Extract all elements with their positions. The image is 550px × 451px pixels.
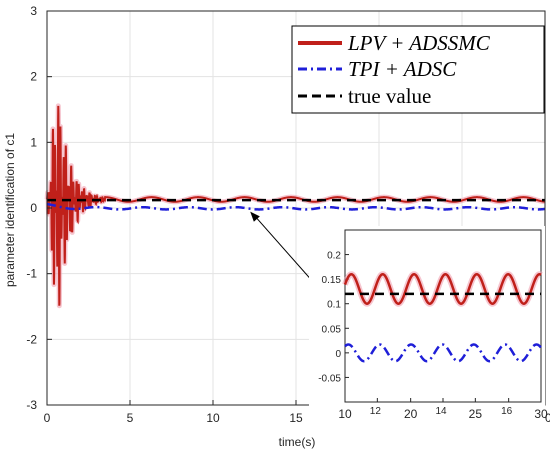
inset-x-tick-label: 12 [370, 406, 382, 417]
series-layer [44, 103, 548, 309]
inset-y-tick-label: 0.15 [322, 275, 342, 286]
arrow-head [250, 211, 260, 222]
x-tick-label: 15 [289, 411, 303, 425]
inset-y-tick-label: 0.05 [322, 324, 342, 335]
inset-plot: 0.2 0.15 0.1 0.05 0 -0.05 10 12 20 14 25 16 30 [309, 226, 548, 424]
inset-y-tick-label: 0.2 [327, 251, 341, 262]
inset-lpv-line [343, 272, 542, 305]
inset-x-tick-label: 14 [435, 406, 447, 417]
series-tpi-line [46, 202, 546, 211]
legend-label-lpv: LPV + ADSSMC [347, 31, 491, 55]
plot-frame [46, 10, 546, 406]
y-tick-label: 1 [30, 135, 37, 149]
inset-x-tick-label: 16 [501, 406, 513, 417]
inset-frame [344, 229, 542, 403]
x-tick-label: 5 [127, 411, 134, 425]
inset-y-tick-label: 0 [335, 349, 341, 360]
y-tick-label: -1 [26, 267, 37, 281]
inset-x-tick-label: 10 [338, 407, 352, 421]
x-tick-label: 10 [206, 411, 220, 425]
legend-label-tpi: TPI + ADSC [348, 57, 457, 81]
inset-y-tick-label: 0.1 [327, 300, 341, 311]
y-tick-label: 0 [30, 201, 37, 215]
y-tick-label: -2 [26, 332, 37, 346]
legend: LPV + ADSSMC TPI + ADSC true value [291, 25, 545, 114]
x-tick-label: 0 [44, 411, 51, 425]
legend-box [291, 25, 545, 114]
inset-tpi-line [344, 343, 542, 363]
legend-label-true: true value [348, 84, 431, 108]
inset-x-tick-label: 30 [534, 407, 548, 421]
y-axis-label: parameter identification of c1 [3, 133, 17, 287]
x-axis-label: time(s) [279, 435, 316, 449]
inset-x-tick-label: 25 [469, 407, 483, 421]
inset-y-tick-label: -0.05 [318, 373, 341, 384]
y-tick-label: -3 [26, 398, 37, 412]
series-lpv-line [46, 105, 546, 306]
y-tick-label: 3 [30, 4, 37, 18]
y-tick-label: 2 [30, 70, 37, 84]
inset-x-tick-label: 20 [404, 407, 418, 421]
